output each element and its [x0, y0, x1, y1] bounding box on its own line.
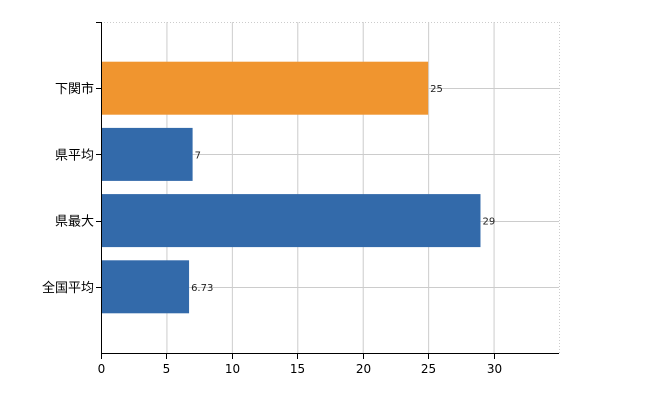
- category-label: 下関市: [55, 81, 94, 97]
- label-layer: 25 下関市 7 県平均 29 県最大 6.73 全国平均 0 5 10 15 20 25 30: [42, 81, 502, 376]
- x-tick-label: 5: [163, 362, 171, 376]
- category-label: 県最大: [55, 215, 94, 230]
- data-label: 6.73: [191, 283, 213, 294]
- category-label: 県平均: [55, 148, 94, 163]
- data-label: 25: [430, 84, 443, 95]
- x-tick-label: 10: [225, 362, 240, 376]
- x-tick-label: 0: [98, 362, 106, 376]
- bar: [102, 127, 193, 181]
- data-label: 29: [482, 217, 495, 228]
- x-tick-label: 15: [290, 362, 305, 376]
- bar-layer: [102, 61, 481, 314]
- bar: [102, 61, 429, 115]
- axis-layer: [96, 22, 559, 359]
- data-label: 7: [195, 150, 201, 161]
- bar: [102, 260, 190, 314]
- x-tick-label: 25: [421, 362, 436, 376]
- bar: [102, 194, 481, 248]
- x-tick-label: 30: [487, 362, 502, 376]
- category-label: 全国平均: [42, 280, 94, 296]
- x-tick-label: 20: [356, 362, 371, 376]
